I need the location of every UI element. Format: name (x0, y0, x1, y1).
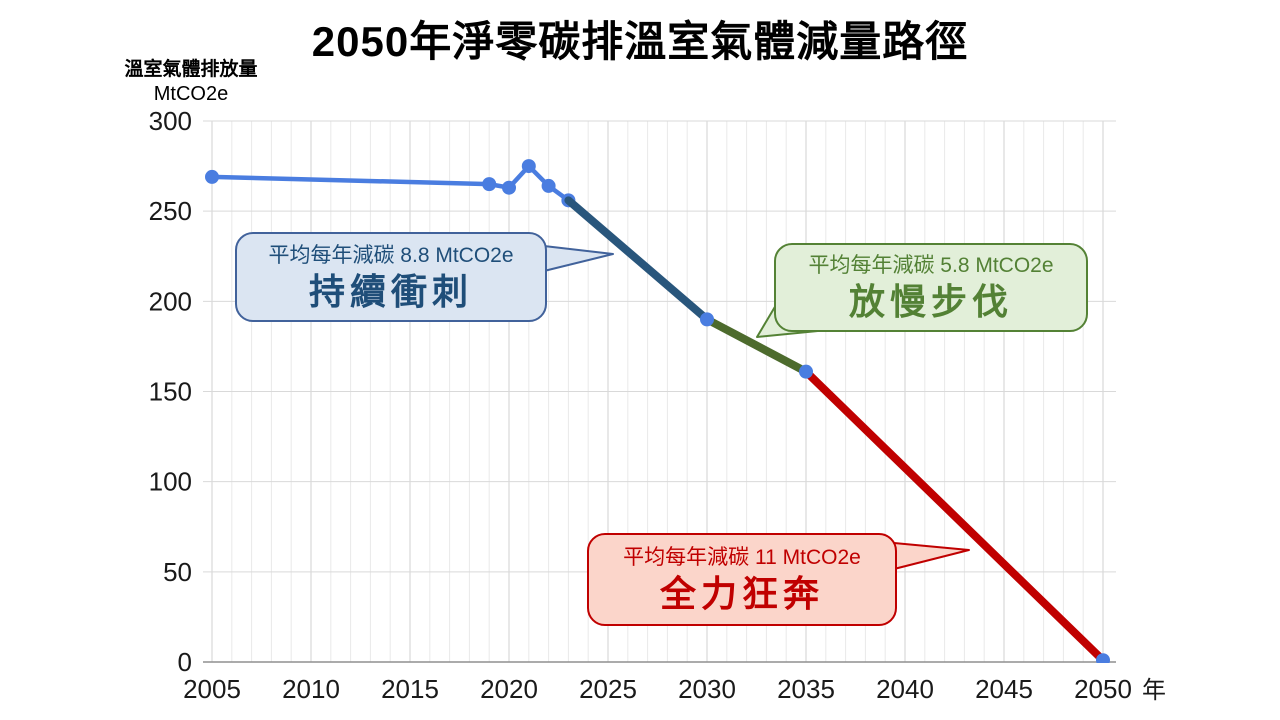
y-axis-title: 溫室氣體排放量 MtCO2e (88, 58, 294, 107)
x-tick-label-2010: 2010 (282, 674, 340, 704)
x-tick-label-2030: 2030 (678, 674, 736, 704)
callout-slow-subtitle: 平均每年減碳 5.8 MtCO2e (808, 254, 1054, 278)
y-tick-label-0: 0 (178, 647, 192, 677)
data-point-2022 (541, 178, 556, 193)
y-tick-label-50: 50 (163, 557, 192, 587)
callout-sprint-subtitle: 平均每年減碳 8.8 MtCO2e (268, 243, 514, 267)
callout-dash-title: 全力狂奔 (659, 573, 824, 615)
x-tick-label-2005: 2005 (183, 674, 241, 704)
data-point-2005 (205, 169, 219, 184)
y-tick-label-100: 100 (149, 467, 192, 497)
x-tick-label-2035: 2035 (777, 674, 835, 704)
data-point-2021 (521, 159, 536, 174)
callout-dash: 平均每年減碳 11 MtCO2e 全力狂奔 (587, 533, 897, 626)
x-tick-label-2050: 2050 (1074, 674, 1132, 704)
callout-sprint-title: 持續衝刺 (308, 270, 473, 312)
y-axis-title-line1: 溫室氣體排放量 (124, 59, 258, 80)
data-point-2050 (1096, 653, 1110, 663)
x-axis-unit-label: 年 (1142, 677, 1166, 704)
y-axis-title-line2: MtCO2e (153, 82, 229, 105)
callout-dash-subtitle: 平均每年減碳 11 MtCO2e (623, 546, 861, 570)
y-tick-label-200: 200 (149, 286, 192, 316)
callout-sprint: 平均每年減碳 8.8 MtCO2e 持續衝刺 (235, 232, 547, 322)
x-tick-label-2025: 2025 (579, 674, 637, 704)
data-point-2020 (502, 180, 516, 195)
data-point-2019 (482, 177, 497, 192)
data-point-2035 (799, 364, 813, 379)
callout-slow: 平均每年減碳 5.8 MtCO2e 放慢步伐 (774, 243, 1088, 332)
x-tick-label-2015: 2015 (381, 674, 439, 704)
y-tick-label-250: 250 (149, 196, 192, 226)
callout-tail-sprint (543, 245, 614, 272)
x-tick-label-2045: 2045 (975, 674, 1033, 704)
callout-slow-title: 放慢步伐 (848, 281, 1013, 323)
series-line-3 (802, 367, 1107, 663)
series-line-2 (703, 315, 810, 376)
y-tick-label-150: 150 (149, 377, 192, 407)
series-group (205, 159, 1110, 663)
chart-title: 2050年淨零碳排溫室氣體減量路徑 (311, 18, 969, 65)
y-tick-label-300: 300 (149, 106, 192, 136)
x-tick-label-2020: 2020 (480, 674, 538, 704)
series-line-1 (564, 196, 711, 324)
x-tick-label-2040: 2040 (876, 674, 934, 704)
tick-labels-group: 0 50 100 150 200 250 300 2005 2010 2015 2020 2025 20… (149, 106, 1166, 704)
data-point-2030 (700, 312, 714, 327)
callout-tail-dash (893, 542, 970, 570)
